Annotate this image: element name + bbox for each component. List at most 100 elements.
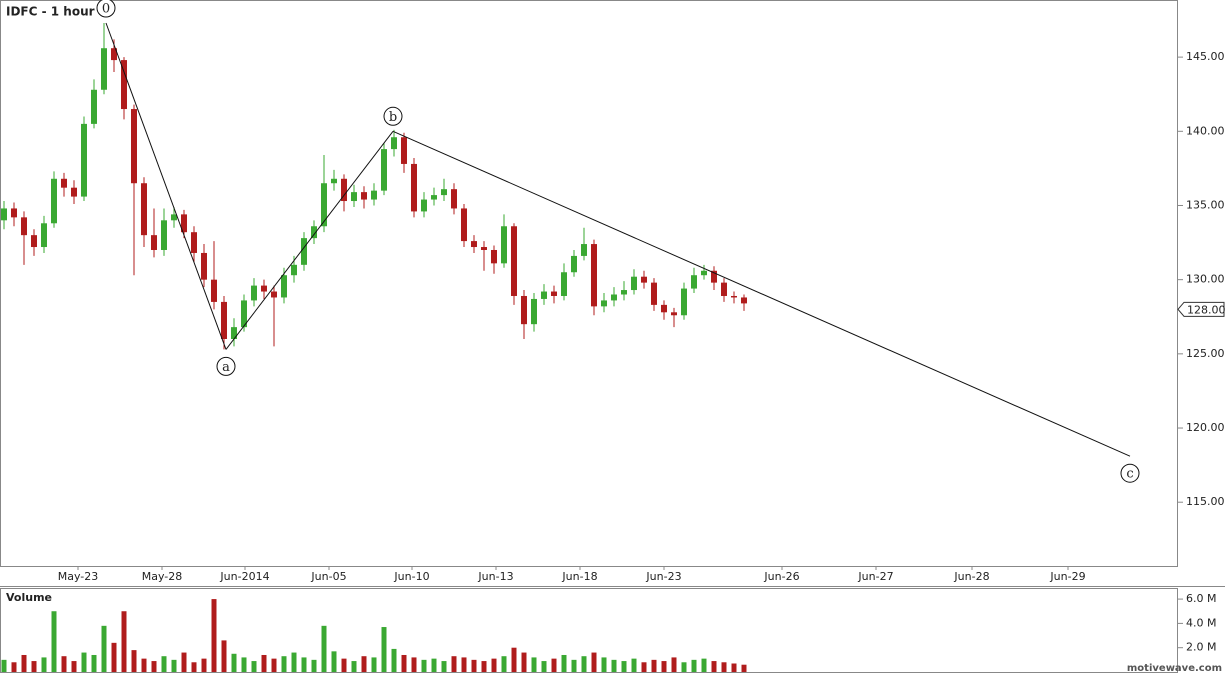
- y-tick-label: 125.00: [1186, 347, 1225, 360]
- volume-bar: [321, 625, 327, 672]
- volume-bar: [511, 647, 517, 672]
- volume-bar: [601, 657, 607, 672]
- wave-marker: [96, 0, 116, 18]
- candle-body: [141, 183, 147, 236]
- candle-body: [371, 190, 377, 200]
- candle-body: [61, 178, 67, 188]
- last-price-label: 128.00: [1187, 303, 1225, 316]
- volume-bar: [391, 648, 397, 672]
- candle-body: [191, 232, 197, 253]
- y-tick-label: 140.00: [1186, 124, 1225, 137]
- candle-body: [241, 300, 247, 328]
- watermark: motivewave.com: [1127, 663, 1222, 674]
- candle-body: [71, 187, 77, 197]
- volume-bar: [581, 656, 587, 672]
- volume-bar: [311, 659, 317, 672]
- volume-bar: [691, 659, 697, 672]
- candle-body: [421, 199, 427, 212]
- candle-body: [631, 276, 637, 291]
- volume-bar: [141, 658, 147, 672]
- candle-body: [211, 279, 217, 302]
- candle-body: [221, 301, 227, 340]
- candle-body: [171, 214, 177, 221]
- candle-body: [471, 241, 477, 248]
- candle-body: [181, 214, 187, 233]
- wave-marker: [1120, 463, 1140, 483]
- candle-body: [591, 244, 597, 307]
- volume-bar: [491, 658, 497, 672]
- candle-body: [641, 276, 647, 283]
- wave-line: [392, 130, 1131, 457]
- volume-bar: [41, 657, 47, 672]
- candle-body: [551, 291, 557, 296]
- x-tick-label: Jun-29: [1049, 570, 1085, 583]
- volume-bar: [711, 661, 717, 672]
- volume-bar: [171, 659, 177, 672]
- volume-bar: [411, 657, 417, 672]
- candle-body: [601, 300, 607, 307]
- volume-bar: [291, 652, 297, 672]
- wave-label: c: [1126, 467, 1133, 482]
- wave-label: a: [222, 360, 230, 375]
- volume-bar: [401, 654, 407, 672]
- volume-bar: [221, 640, 227, 672]
- candle-body: [411, 163, 417, 212]
- volume-y-tick-label: 4.0 M: [1186, 616, 1216, 629]
- volume-title: Volume: [6, 591, 52, 604]
- candle-body: [571, 255, 577, 273]
- candle-body: [521, 295, 527, 325]
- candle-body: [441, 189, 447, 196]
- x-tick-label: Jun-26: [763, 570, 799, 583]
- volume-bar: [131, 650, 137, 672]
- volume-bar: [481, 661, 487, 672]
- volume-bar: [31, 661, 37, 672]
- candle-body: [11, 208, 17, 218]
- x-tick-label: May-23: [58, 570, 99, 583]
- volume-bar: [621, 661, 627, 672]
- volume-bar: [451, 656, 457, 672]
- candle-body: [671, 312, 677, 316]
- y-tick-label: 135.00: [1186, 198, 1225, 211]
- candle-body: [311, 226, 317, 239]
- volume-bar: [381, 627, 387, 672]
- candle-body: [161, 220, 167, 250]
- candle-body: [701, 270, 707, 276]
- volume-bar: [721, 662, 727, 672]
- x-tick-label: Jun-05: [310, 570, 346, 583]
- candle-body: [711, 270, 717, 283]
- candle-body: [361, 192, 367, 200]
- volume-bar: [431, 658, 437, 672]
- candle-body: [721, 282, 727, 296]
- candle-body: [391, 137, 397, 150]
- candle-body: [581, 244, 587, 256]
- last-price-tag: [1177, 301, 1225, 317]
- volume-bar: [371, 657, 377, 672]
- candle-body: [381, 149, 387, 191]
- y-tick-label: 115.00: [1186, 495, 1225, 508]
- volume-bar: [71, 661, 77, 672]
- candle-body: [491, 249, 497, 264]
- x-tick-label: Jun-13: [477, 570, 513, 583]
- y-tick-label: 130.00: [1186, 273, 1225, 286]
- volume-y-tick-label: 2.0 M: [1186, 641, 1216, 654]
- candle-body: [741, 297, 747, 304]
- candle-body: [41, 223, 47, 248]
- candle-body: [321, 183, 327, 227]
- volume-bar: [471, 659, 477, 672]
- wave-label: b: [389, 110, 397, 125]
- volume-bar: [331, 651, 337, 672]
- volume-bar: [181, 652, 187, 672]
- candle-body: [231, 327, 237, 340]
- candle-body: [81, 123, 87, 197]
- volume-bar: [731, 663, 737, 672]
- volume-pane: [0, 588, 1178, 673]
- volume-bar: [261, 654, 267, 672]
- volume-bar: [681, 662, 687, 672]
- volume-bar: [671, 657, 677, 672]
- x-tick-label: Jun-23: [645, 570, 681, 583]
- volume-bar: [121, 611, 127, 672]
- y-tick-label: 120.00: [1186, 421, 1225, 434]
- candle-body: [511, 226, 517, 296]
- candle-body: [261, 285, 267, 292]
